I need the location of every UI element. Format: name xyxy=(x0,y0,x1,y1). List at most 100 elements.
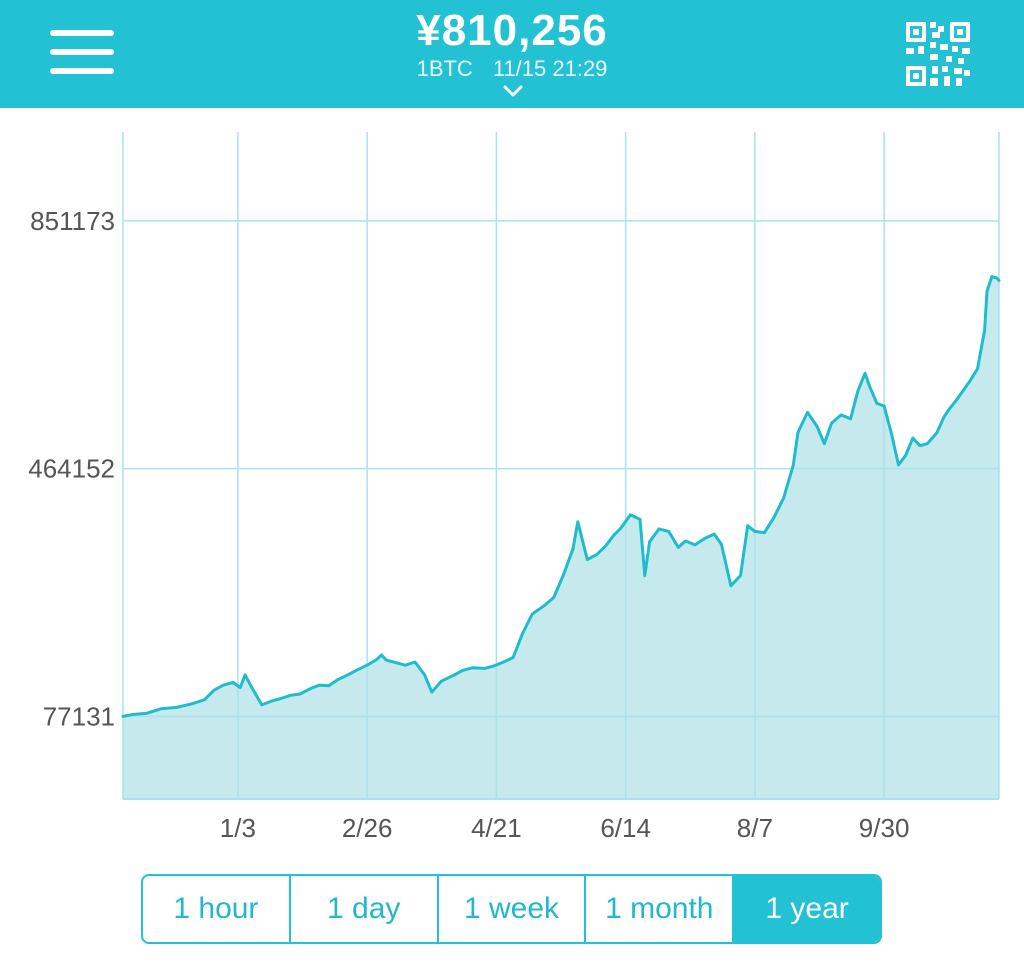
x-tick-label: 1/3 xyxy=(220,813,256,843)
price-subtitle: 1BTC 11/15 21:29 xyxy=(0,56,1024,82)
x-tick-label: 8/7 xyxy=(737,813,773,843)
range-option-1-week[interactable]: 1 week xyxy=(439,876,587,942)
unit-label: 1BTC xyxy=(416,56,473,81)
data-point xyxy=(346,673,350,676)
data-point xyxy=(318,683,321,687)
data-point xyxy=(385,658,388,662)
data-point xyxy=(782,496,785,500)
data-point xyxy=(131,713,134,716)
data-point xyxy=(222,683,225,687)
data-point xyxy=(231,681,235,684)
y-tick-label: 464152 xyxy=(28,454,115,484)
data-point xyxy=(918,444,922,447)
data-point xyxy=(619,527,622,530)
data-point xyxy=(739,574,742,577)
timestamp: 11/15 21:29 xyxy=(492,56,608,81)
data-point xyxy=(904,454,907,457)
data-point xyxy=(997,279,1001,282)
data-point xyxy=(856,390,859,393)
data-point xyxy=(380,653,383,657)
data-point xyxy=(595,553,599,556)
data-point xyxy=(552,596,555,599)
data-point xyxy=(308,687,311,691)
data-point xyxy=(251,687,254,690)
data-point xyxy=(713,532,716,536)
data-point xyxy=(492,664,496,668)
data-point xyxy=(677,546,680,549)
data-point xyxy=(643,574,646,577)
data-point xyxy=(511,656,515,659)
data-point xyxy=(289,694,292,697)
y-tick-label: 77131 xyxy=(43,701,115,731)
data-point xyxy=(995,276,998,280)
data-point xyxy=(543,604,546,607)
data-point xyxy=(875,402,879,405)
range-option-1-day[interactable]: 1 day xyxy=(291,876,439,942)
range-option-1-hour[interactable]: 1 hour xyxy=(143,876,291,942)
data-point xyxy=(823,442,826,445)
data-point xyxy=(452,674,455,677)
data-point xyxy=(947,408,950,411)
price-chart: 1/3 2/26 4/21 6/14 8/7 9/30 77131 464152 851173 xyxy=(0,108,1024,858)
data-point xyxy=(961,389,965,392)
data-point xyxy=(356,668,359,671)
data-point xyxy=(404,664,407,667)
range-selector: 1 hour 1 day 1 week 1 month 1 year xyxy=(141,874,882,944)
data-point xyxy=(806,411,809,414)
data-point xyxy=(160,707,163,710)
data-point xyxy=(969,379,972,382)
y-tick-label: 851173 xyxy=(30,206,115,236)
data-point xyxy=(413,660,417,664)
data-point xyxy=(693,543,697,547)
data-point xyxy=(531,612,534,616)
data-point xyxy=(337,678,340,681)
data-point xyxy=(562,573,565,577)
data-point xyxy=(763,531,766,534)
data-point xyxy=(327,684,330,687)
x-tick-label: 6/14 xyxy=(600,813,651,843)
data-point xyxy=(638,518,642,521)
data-point xyxy=(521,632,524,635)
data-point xyxy=(279,697,283,700)
chevron-down-icon[interactable] xyxy=(503,84,523,98)
data-point xyxy=(121,715,125,718)
data-point xyxy=(796,431,800,434)
hamburger-menu-icon[interactable] xyxy=(50,30,116,76)
x-tick-label: 2/26 xyxy=(342,813,393,843)
data-point xyxy=(298,692,302,696)
x-tick-label: 9/30 xyxy=(859,813,910,843)
data-point xyxy=(174,706,177,709)
data-point xyxy=(684,539,687,543)
data-point xyxy=(571,547,575,550)
range-option-1-year[interactable]: 1 year xyxy=(734,876,880,942)
data-point xyxy=(461,669,465,672)
data-point xyxy=(882,404,886,408)
data-point xyxy=(890,431,893,435)
data-point xyxy=(365,664,369,667)
price-area xyxy=(123,276,999,799)
data-point xyxy=(586,558,589,561)
data-point xyxy=(990,275,993,278)
data-point xyxy=(911,436,914,440)
data-point xyxy=(935,431,938,435)
qr-code-icon[interactable] xyxy=(906,22,970,86)
data-point xyxy=(605,543,608,547)
data-point xyxy=(576,520,579,523)
data-point xyxy=(270,699,273,703)
data-point xyxy=(502,660,505,664)
data-point xyxy=(839,413,843,417)
data-point xyxy=(471,666,474,669)
data-point xyxy=(483,667,486,670)
data-point xyxy=(423,673,426,676)
range-option-1-month[interactable]: 1 month xyxy=(586,876,735,942)
data-point xyxy=(942,415,946,419)
data-point xyxy=(657,527,661,531)
data-point xyxy=(188,703,192,706)
data-point xyxy=(954,399,958,402)
data-point xyxy=(145,712,149,715)
current-price: ¥810,256 xyxy=(416,6,608,55)
data-point xyxy=(430,690,433,694)
data-point xyxy=(815,425,819,428)
data-point xyxy=(648,540,651,543)
data-point xyxy=(976,367,979,370)
